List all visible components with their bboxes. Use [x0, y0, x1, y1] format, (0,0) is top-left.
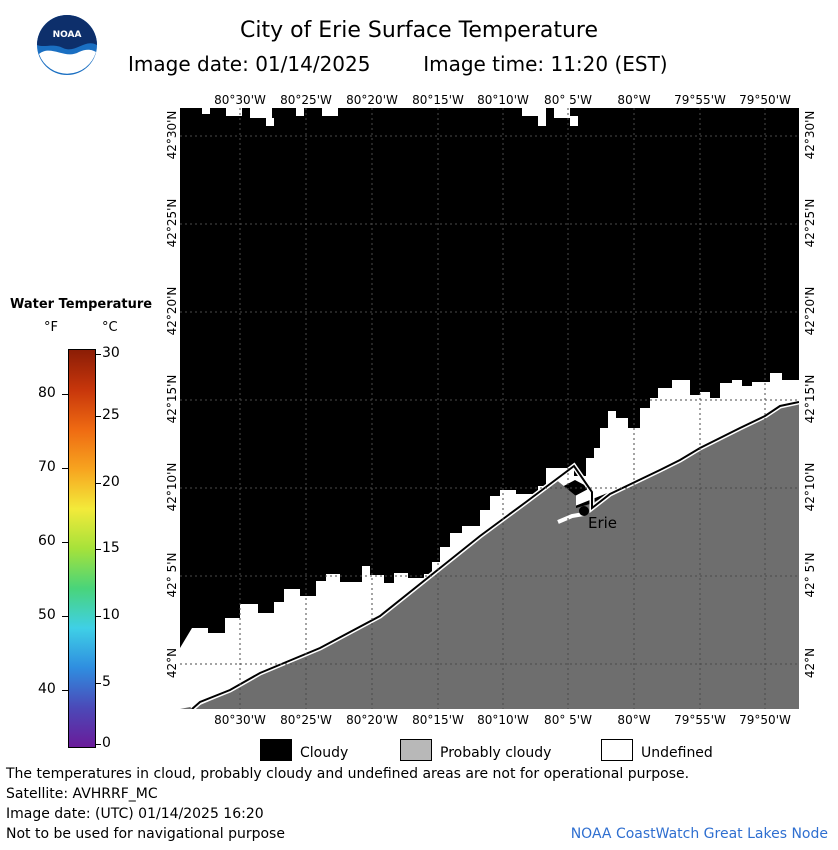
top-undefined-specks [202, 108, 578, 126]
legend-tick-c: 20 [102, 474, 120, 490]
legend-unit-f: °F [44, 320, 58, 335]
latitude-label-left: 42°20'N [165, 286, 179, 336]
noaa-logo: NOAA [35, 14, 99, 76]
legend-tick-f: 40 [38, 681, 56, 697]
image-date: Image date: 01/14/2025 [128, 52, 371, 76]
node-link[interactable]: NOAA CoastWatch Great Lakes Node [570, 826, 828, 842]
erie-label: Erie [588, 514, 617, 532]
tick-mark [62, 616, 68, 617]
latitude-label-left: 42°N [165, 647, 179, 679]
tick-mark [62, 690, 68, 691]
latitude-label-left: 42°10'N [165, 462, 179, 512]
longitude-label-top: 80°W [617, 93, 651, 107]
legend-tick-f: 70 [38, 459, 56, 475]
longitude-label-top: 80°15'W [412, 93, 464, 107]
satellite-info: Satellite: AVHRRF_MC [6, 786, 158, 802]
tick-mark [62, 542, 68, 543]
latitude-label-left: 42°30'N [165, 110, 179, 160]
tick-mark [95, 416, 101, 417]
longitude-label-bottom: 80° 5'W [544, 713, 592, 727]
legend-tick-f: 50 [38, 607, 56, 623]
legend-tick-c: 25 [102, 407, 120, 423]
legend-unit-c: °C [102, 320, 118, 335]
longitude-label-bottom: 80°25'W [280, 713, 332, 727]
tick-mark [95, 616, 101, 617]
longitude-label-top: 80°20'W [346, 93, 398, 107]
temperature-colorbar [68, 349, 96, 748]
logo-text: NOAA [53, 30, 82, 40]
sst-map: Erie [180, 108, 800, 711]
longitude-label-top: 80° 5'W [544, 93, 592, 107]
legend-tick-c: 15 [102, 540, 120, 556]
longitude-label-bottom: 79°50'W [739, 713, 791, 727]
longitude-label-bottom: 80°30'W [214, 713, 266, 727]
legend-tick-c: 30 [102, 345, 120, 361]
image-date-time: Image date: 01/14/2025 Image time: 11:20… [128, 52, 668, 76]
legend-title: Water Temperature [10, 297, 153, 312]
longitude-label-top: 80°25'W [280, 93, 332, 107]
longitude-label-bottom: 80°15'W [412, 713, 464, 727]
key-swatch-undefined [601, 739, 633, 761]
latitude-label-right: 42°20'N [803, 286, 817, 336]
key-label-cloudy: Cloudy [300, 745, 349, 761]
key-swatch-cloudy [260, 739, 292, 761]
longitude-label-bottom: 80°20'W [346, 713, 398, 727]
page-title: City of Erie Surface Temperature [239, 18, 599, 43]
key-swatch-probably-cloudy [400, 739, 432, 761]
tick-mark [95, 744, 101, 745]
shoreline-black [191, 401, 800, 710]
legend-tick-f: 60 [38, 533, 56, 549]
latitude-label-left: 42° 5'N [165, 552, 179, 598]
legend-tick-c: 5 [102, 674, 111, 690]
operational-note: The temperatures in cloud, probably clou… [6, 766, 690, 782]
key-label-probably-cloudy: Probably cloudy [440, 745, 552, 761]
latitude-label-right: 42°15'N [803, 374, 817, 424]
longitude-label-top: 80°30'W [214, 93, 266, 107]
longitude-label-top: 79°55'W [674, 93, 726, 107]
legend-tick-c: 10 [102, 607, 120, 623]
tick-mark [95, 549, 101, 550]
latitude-label-left: 42°15'N [165, 374, 179, 424]
tick-mark [95, 354, 101, 355]
longitude-label-bottom: 80°W [617, 713, 651, 727]
tick-mark [62, 394, 68, 395]
legend-tick-f: 80 [38, 385, 56, 401]
tick-mark [95, 683, 101, 684]
legend-tick-c: 0 [102, 735, 111, 751]
latitude-label-right: 42°N [803, 647, 817, 679]
longitude-label-top: 80°10'W [477, 93, 529, 107]
longitude-label-top: 79°50'W [739, 93, 791, 107]
nav-warning: Not to be used for navigational purpose [6, 826, 285, 842]
utc-date: Image date: (UTC) 01/14/2025 16:20 [6, 806, 264, 822]
graticule [180, 108, 799, 709]
latitude-label-right: 42°25'N [803, 198, 817, 248]
erie-marker [579, 506, 589, 516]
longitude-label-bottom: 79°55'W [674, 713, 726, 727]
image-time: Image time: 11:20 (EST) [423, 52, 668, 76]
presque-isle [557, 512, 585, 524]
tick-mark [62, 468, 68, 469]
latitude-label-right: 42° 5'N [803, 552, 817, 598]
latitude-label-right: 42°30'N [803, 110, 817, 160]
latitude-label-right: 42°10'N [803, 462, 817, 512]
latitude-label-left: 42°25'N [165, 198, 179, 248]
map-canvas: Erie [180, 108, 800, 711]
key-label-undefined: Undefined [641, 745, 713, 761]
tick-mark [95, 483, 101, 484]
longitude-label-bottom: 80°10'W [477, 713, 529, 727]
